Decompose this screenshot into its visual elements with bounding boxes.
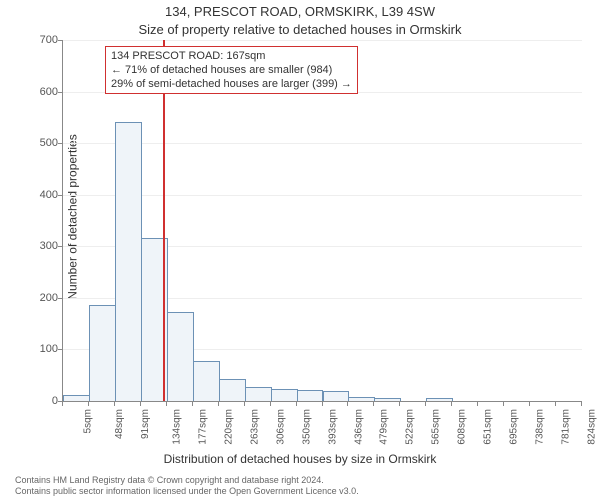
x-tick-label: 738sqm xyxy=(536,409,546,445)
x-tick-mark xyxy=(114,402,115,406)
x-tick-label: 350sqm xyxy=(302,409,312,445)
x-tick-label: 824sqm xyxy=(588,409,598,445)
x-tick-mark xyxy=(425,402,426,406)
x-tick-label: 306sqm xyxy=(276,409,286,445)
x-tick-label: 5sqm xyxy=(83,409,93,433)
x-tick-label: 436sqm xyxy=(354,409,364,445)
y-tick-mark xyxy=(58,40,62,41)
x-tick-label: 48sqm xyxy=(115,409,125,439)
annotation-line3: 29% of semi-detached houses are larger (… xyxy=(111,77,352,91)
reference-line xyxy=(163,40,165,401)
histogram-bar xyxy=(426,398,453,401)
x-tick-mark xyxy=(166,402,167,406)
x-tick-mark xyxy=(529,402,530,406)
x-axis-title: Distribution of detached houses by size … xyxy=(0,452,600,466)
x-tick-mark xyxy=(296,402,297,406)
x-tick-mark xyxy=(503,402,504,406)
x-tick-label: 263sqm xyxy=(250,409,260,445)
x-tick-label: 220sqm xyxy=(224,409,234,445)
x-tick-label: 695sqm xyxy=(510,409,520,445)
x-tick-label: 651sqm xyxy=(484,409,494,445)
histogram-bar xyxy=(323,391,350,401)
annotation-line2: ← 71% of detached houses are smaller (98… xyxy=(111,63,352,77)
y-tick-mark xyxy=(58,298,62,299)
footer-line2: Contains public sector information licen… xyxy=(15,486,359,497)
x-tick-mark xyxy=(399,402,400,406)
footer-attribution: Contains HM Land Registry data © Crown c… xyxy=(15,475,359,497)
y-tick-label: 100 xyxy=(18,343,58,355)
x-tick-label: 177sqm xyxy=(198,409,208,445)
chart-container: 134, PRESCOT ROAD, ORMSKIRK, L39 4SW Siz… xyxy=(0,0,600,500)
x-tick-mark xyxy=(581,402,582,406)
annotation-line1: 134 PRESCOT ROAD: 167sqm xyxy=(111,49,352,63)
histogram-bar xyxy=(297,390,324,401)
y-tick-mark xyxy=(58,246,62,247)
histogram-bar xyxy=(115,122,142,401)
histogram-bar xyxy=(167,312,194,401)
y-tick-mark xyxy=(58,143,62,144)
x-tick-label: 522sqm xyxy=(406,409,416,445)
histogram-bar xyxy=(245,387,272,401)
x-tick-mark xyxy=(270,402,271,406)
x-tick-mark xyxy=(347,402,348,406)
x-tick-mark xyxy=(373,402,374,406)
histogram-bar xyxy=(271,389,298,401)
x-tick-mark xyxy=(451,402,452,406)
x-tick-mark xyxy=(555,402,556,406)
chart-title-sub: Size of property relative to detached ho… xyxy=(0,22,600,37)
y-tick-mark xyxy=(58,195,62,196)
gridline xyxy=(63,40,582,41)
x-tick-mark xyxy=(244,402,245,406)
histogram-bar xyxy=(348,397,375,401)
x-tick-label: 781sqm xyxy=(562,409,572,445)
chart-title-main: 134, PRESCOT ROAD, ORMSKIRK, L39 4SW xyxy=(0,4,600,19)
footer-line1: Contains HM Land Registry data © Crown c… xyxy=(15,475,359,486)
x-tick-label: 393sqm xyxy=(328,409,338,445)
histogram-bar xyxy=(193,361,220,401)
x-tick-label: 479sqm xyxy=(380,409,390,445)
x-tick-label: 565sqm xyxy=(432,409,442,445)
y-tick-mark xyxy=(58,92,62,93)
x-tick-mark xyxy=(192,402,193,406)
x-tick-label: 91sqm xyxy=(141,409,151,439)
y-tick-label: 300 xyxy=(18,240,58,252)
x-tick-label: 134sqm xyxy=(172,409,182,445)
histogram-bar xyxy=(63,395,90,401)
histogram-bar xyxy=(374,398,401,401)
x-tick-mark xyxy=(88,402,89,406)
y-tick-label: 400 xyxy=(18,189,58,201)
x-tick-mark xyxy=(218,402,219,406)
annotation-box: 134 PRESCOT ROAD: 167sqm← 71% of detache… xyxy=(105,46,358,94)
histogram-bar xyxy=(219,379,246,401)
x-tick-label: 608sqm xyxy=(458,409,468,445)
x-tick-mark xyxy=(322,402,323,406)
x-tick-mark xyxy=(140,402,141,406)
y-tick-label: 600 xyxy=(18,86,58,98)
histogram-bar xyxy=(89,305,116,401)
y-tick-label: 0 xyxy=(18,395,58,407)
y-tick-mark xyxy=(58,349,62,350)
plot-area: 134 PRESCOT ROAD: 167sqm← 71% of detache… xyxy=(62,40,582,402)
y-tick-label: 200 xyxy=(18,292,58,304)
x-tick-mark xyxy=(477,402,478,406)
y-tick-label: 500 xyxy=(18,137,58,149)
x-tick-mark xyxy=(62,402,63,406)
y-tick-label: 700 xyxy=(18,34,58,46)
